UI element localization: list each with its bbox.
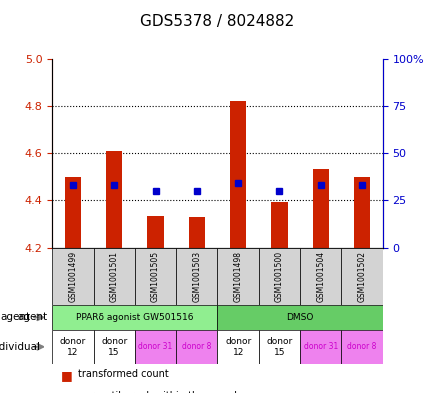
Text: PPARδ agonist GW501516: PPARδ agonist GW501516: [76, 313, 193, 322]
Text: percentile rank within the sample: percentile rank within the sample: [78, 391, 243, 393]
Bar: [258, 330, 299, 364]
Bar: [299, 248, 341, 305]
Bar: [217, 248, 258, 305]
Text: individual: individual: [0, 342, 40, 352]
Bar: [299, 330, 341, 364]
Bar: [176, 248, 217, 305]
Text: agent: agent: [18, 312, 48, 322]
Text: DMSO: DMSO: [286, 313, 313, 322]
Text: donor 31: donor 31: [138, 342, 172, 351]
Bar: [312, 169, 329, 248]
Bar: [64, 177, 81, 248]
Text: GDS5378 / 8024882: GDS5378 / 8024882: [140, 14, 294, 29]
Text: donor 8: donor 8: [182, 342, 211, 351]
Text: GSM1001499: GSM1001499: [68, 250, 77, 302]
Bar: [341, 330, 382, 364]
Bar: [52, 248, 93, 305]
Text: donor 8: donor 8: [347, 342, 376, 351]
Bar: [93, 248, 135, 305]
Bar: [217, 330, 258, 364]
Text: donor
15: donor 15: [266, 337, 292, 356]
Bar: [188, 217, 205, 248]
Text: agent: agent: [0, 312, 31, 322]
Bar: [341, 248, 382, 305]
Bar: [135, 248, 176, 305]
Bar: [271, 202, 287, 248]
Text: donor 31: donor 31: [303, 342, 337, 351]
Bar: [258, 248, 299, 305]
Bar: [229, 101, 246, 248]
Text: GSM1001501: GSM1001501: [109, 251, 118, 301]
Bar: [52, 305, 217, 330]
Text: GSM1001503: GSM1001503: [192, 250, 201, 302]
Bar: [52, 330, 93, 364]
Text: ■: ■: [61, 369, 72, 382]
Text: donor
15: donor 15: [101, 337, 127, 356]
Text: GSM1001502: GSM1001502: [357, 251, 366, 301]
Bar: [135, 330, 176, 364]
Text: GSM1001504: GSM1001504: [316, 250, 325, 302]
Bar: [176, 330, 217, 364]
Text: ■: ■: [61, 391, 72, 393]
Text: transformed count: transformed count: [78, 369, 169, 379]
Text: donor
12: donor 12: [224, 337, 251, 356]
Bar: [353, 177, 370, 248]
Text: GSM1001500: GSM1001500: [274, 250, 283, 302]
Text: donor
12: donor 12: [59, 337, 86, 356]
Bar: [217, 305, 382, 330]
Bar: [93, 330, 135, 364]
Bar: [106, 151, 122, 248]
Text: GSM1001498: GSM1001498: [233, 251, 242, 301]
Bar: [147, 216, 163, 248]
Text: GSM1001505: GSM1001505: [151, 250, 160, 302]
